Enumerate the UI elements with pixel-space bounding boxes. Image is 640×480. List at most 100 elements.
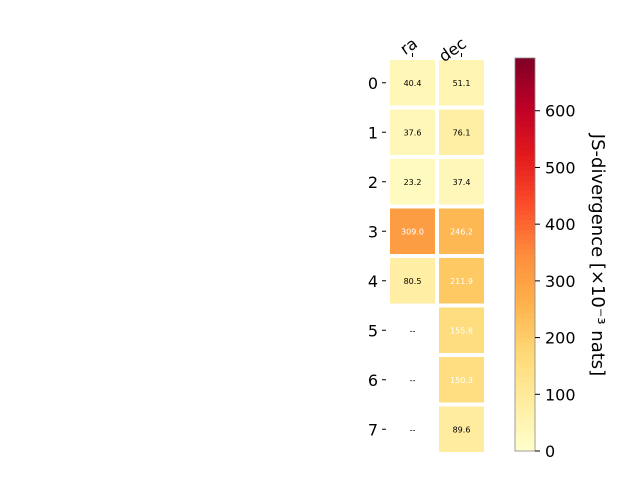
- colorbar-segment: [515, 274, 535, 280]
- cell-value-label: 246.2: [450, 227, 473, 236]
- colorbar-segment: [515, 175, 535, 182]
- colorbar-segment: [515, 298, 535, 305]
- colorbar-segment: [515, 382, 535, 388]
- colorbar-segment: [515, 136, 535, 143]
- colorbar-segment: [515, 146, 535, 152]
- colorbar-segment: [515, 313, 535, 319]
- colorbar-segment: [515, 126, 535, 133]
- colorbar-segment: [515, 431, 535, 437]
- colorbar-segment: [515, 406, 535, 413]
- colorbar-segment: [515, 210, 535, 216]
- colorbar-segment: [515, 352, 535, 359]
- colorbar-segment: [515, 308, 535, 315]
- colorbar-tick-label: 200: [545, 329, 576, 348]
- colorbar-segment: [515, 411, 535, 418]
- cell-value-label: 89.6: [453, 425, 471, 434]
- colorbar-tick-label: 500: [545, 158, 576, 177]
- colorbar-segment: [515, 416, 535, 423]
- cell-value-label: 51.1: [453, 79, 471, 88]
- colorbar-tick-label: 400: [545, 215, 576, 234]
- colorbar-segment: [515, 166, 535, 172]
- cell-value-label: 211.9: [450, 277, 473, 286]
- heatmap-cell: [437, 404, 486, 454]
- heatmap-cell: [437, 157, 486, 207]
- colorbar-segment: [515, 121, 535, 128]
- colorbar-segment: [515, 259, 535, 265]
- colorbar-segment: [515, 161, 535, 167]
- colorbar-tick-label: 100: [545, 385, 576, 404]
- colorbar-segment: [515, 436, 535, 442]
- colorbar-segment: [515, 347, 535, 354]
- colorbar-segment: [515, 151, 535, 157]
- colorbar-segment: [515, 387, 535, 393]
- colorbar-frame: [514, 57, 536, 452]
- colorbar-segment: [515, 244, 535, 251]
- colorbar-segment: [515, 87, 535, 93]
- heatmap-cell: [388, 206, 437, 256]
- colorbar-segment: [515, 372, 535, 378]
- colorbar-segment: [515, 303, 535, 310]
- cell-value-label: 150.3: [450, 376, 473, 385]
- row-label: 6: [368, 371, 378, 390]
- colorbar-segment: [515, 318, 535, 324]
- colorbar-segment: [515, 185, 535, 192]
- colorbar-segment: [515, 239, 535, 246]
- colorbar-segment: [515, 396, 535, 403]
- colorbar-segment: [515, 446, 535, 452]
- cell-value-label: 37.6: [404, 128, 422, 137]
- colorbar-tick-label: 0: [545, 442, 555, 461]
- row-labels: 0 1 2 3 4 5 6 7: [368, 74, 386, 439]
- colorbar-segment: [515, 441, 535, 447]
- cell-value-label: 309.0: [401, 227, 424, 236]
- colorbar-segment: [515, 249, 535, 256]
- row-label: 0: [368, 74, 378, 93]
- colorbar-tick-label: 600: [545, 102, 576, 121]
- colorbar-segment: [515, 234, 535, 241]
- cell-value-label: 37.4: [453, 178, 471, 187]
- colorbar-segment: [515, 58, 535, 64]
- colorbar-segment: [515, 367, 535, 373]
- heatmap-cell: [437, 58, 486, 108]
- colorbar-segment: [515, 225, 535, 231]
- colorbar-segment: [515, 362, 535, 369]
- colorbar-segment: [515, 421, 535, 428]
- colorbar-segment: [515, 338, 535, 344]
- colorbar-segment: [515, 269, 535, 275]
- colorbar-segment: [515, 141, 535, 148]
- heatmap-cell: [437, 206, 486, 256]
- colorbar-segment: [515, 220, 535, 226]
- colorbar-segment: [515, 392, 535, 398]
- colorbar-segment: [515, 82, 535, 89]
- cell-value-label: 23.2: [404, 178, 422, 187]
- colorbar-segment: [515, 170, 535, 177]
- colorbar-segment: [515, 112, 535, 118]
- colorbar-segment: [515, 333, 535, 339]
- colorbar-label: JS-divergence [×10⁻³ nats]: [587, 133, 608, 376]
- colorbar-segment: [515, 377, 535, 383]
- heatmap-cell: [437, 355, 486, 405]
- row-label: 4: [368, 272, 378, 291]
- colorbar-tick-label: 300: [545, 272, 576, 291]
- colorbar-segment: [515, 283, 535, 290]
- colorbar-segment: [515, 195, 535, 202]
- cell-value-label: 76.1: [453, 128, 471, 137]
- colorbar-segment: [515, 107, 535, 113]
- cell-value-label: --: [410, 326, 416, 335]
- colorbar-segment: [515, 279, 535, 285]
- heatmap-cell: [437, 107, 486, 157]
- colorbar-segment: [515, 116, 535, 123]
- colorbar-segment: [515, 62, 535, 69]
- colorbar-segment: [515, 77, 535, 84]
- colorbar-segment: [515, 254, 535, 261]
- colorbar-segment: [515, 342, 535, 349]
- colorbar-segment: [515, 92, 535, 98]
- column-label: ra: [396, 34, 420, 59]
- colorbar-segment: [515, 205, 535, 211]
- row-label: 3: [368, 222, 378, 241]
- cell-value-label: --: [410, 425, 416, 434]
- heatmap-cell: [388, 107, 437, 157]
- colorbar-segment: [515, 328, 535, 334]
- colorbar-segment: [515, 215, 535, 221]
- heatmap-cell: [388, 58, 437, 108]
